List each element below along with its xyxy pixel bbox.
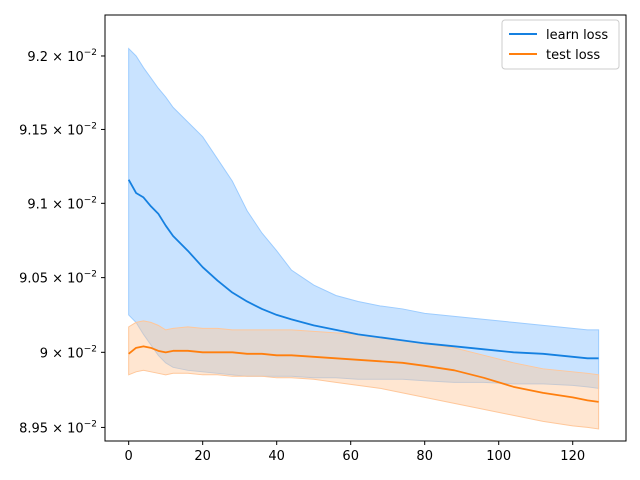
x-tick-label: 80 <box>416 449 433 464</box>
legend-label-test-loss: test loss <box>546 48 600 63</box>
x-tick-label: 0 <box>125 449 133 464</box>
line-test-loss <box>128 345 599 403</box>
confidence-bands <box>128 47 600 430</box>
legend: learn loss test loss <box>501 19 620 70</box>
plot-frame <box>104 14 627 442</box>
x-tick-label: 40 <box>268 449 285 464</box>
y-tick-label: 9 × 10−2 <box>40 344 97 361</box>
y-axis-ticks: 8.95 × 10−2 9 × 10−2 9.05 × 10−2 9.1 × 10−2… <box>19 48 105 436</box>
y-tick-label: 9.15 × 10−2 <box>19 121 97 138</box>
series-lines <box>127 179 599 403</box>
x-tick-label: 100 <box>486 449 511 464</box>
band-test-loss <box>128 320 600 430</box>
y-tick-label: 8.95 × 10−2 <box>19 419 97 436</box>
y-tick-label: 9.2 × 10−2 <box>27 48 97 65</box>
line-learn-loss <box>127 179 599 360</box>
x-tick-label: 120 <box>560 449 585 464</box>
y-tick-label: 9.1 × 10−2 <box>27 195 97 212</box>
x-tick-label: 60 <box>342 449 359 464</box>
x-axis-ticks: 0 20 40 60 80 100 120 <box>125 441 585 464</box>
y-tick-label: 9.05 × 10−2 <box>19 270 97 287</box>
legend-box <box>501 19 620 70</box>
x-tick-label: 20 <box>194 449 211 464</box>
legend-label-learn-loss: learn loss <box>546 28 608 43</box>
